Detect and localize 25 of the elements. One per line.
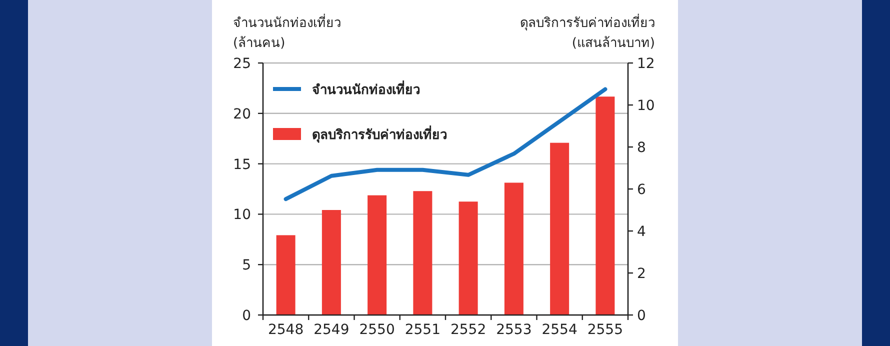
y-tick-label: 15 [233,156,251,173]
y-tick-label: 0 [242,308,251,324]
x-tick-label: 2554 [542,322,578,338]
x-tick-label: 2552 [450,322,486,338]
x-tick-label: 2550 [359,322,395,338]
y2-tick-label: 10 [637,98,655,114]
y-axis-title: จำนวนนักท่องเที่ยว (ล้านคน) [233,14,341,51]
x-tick-label: 2548 [268,322,304,338]
y-tick-label: 5 [242,258,251,274]
y2-tick-label: 8 [637,140,646,156]
y2-tick-label: 0 [637,308,646,324]
legend-label: ดุลบริการรับค่าท่องเที่ยว [312,125,447,143]
y2-tick-label: 12 [637,56,655,72]
y-tick-label: 20 [233,106,251,122]
x-tick-label: 2549 [314,322,350,338]
y2-tick-label: 6 [637,182,646,198]
legend-label: จำนวนนักท่องเที่ยว [312,80,420,98]
y-tick-label: 25 [233,56,251,72]
x-tick-label: 2555 [587,322,624,338]
y2-tick-label: 4 [637,224,646,240]
y2-axis-title: ดุลบริการรับค่าท่องเที่ยว (แสนล้านบาท) [520,14,655,51]
x-tick-label: 2553 [496,322,532,338]
x-tick-label: 2551 [404,322,441,338]
y-tick-label: 10 [233,207,251,224]
y2-tick-label: 2 [637,266,646,282]
